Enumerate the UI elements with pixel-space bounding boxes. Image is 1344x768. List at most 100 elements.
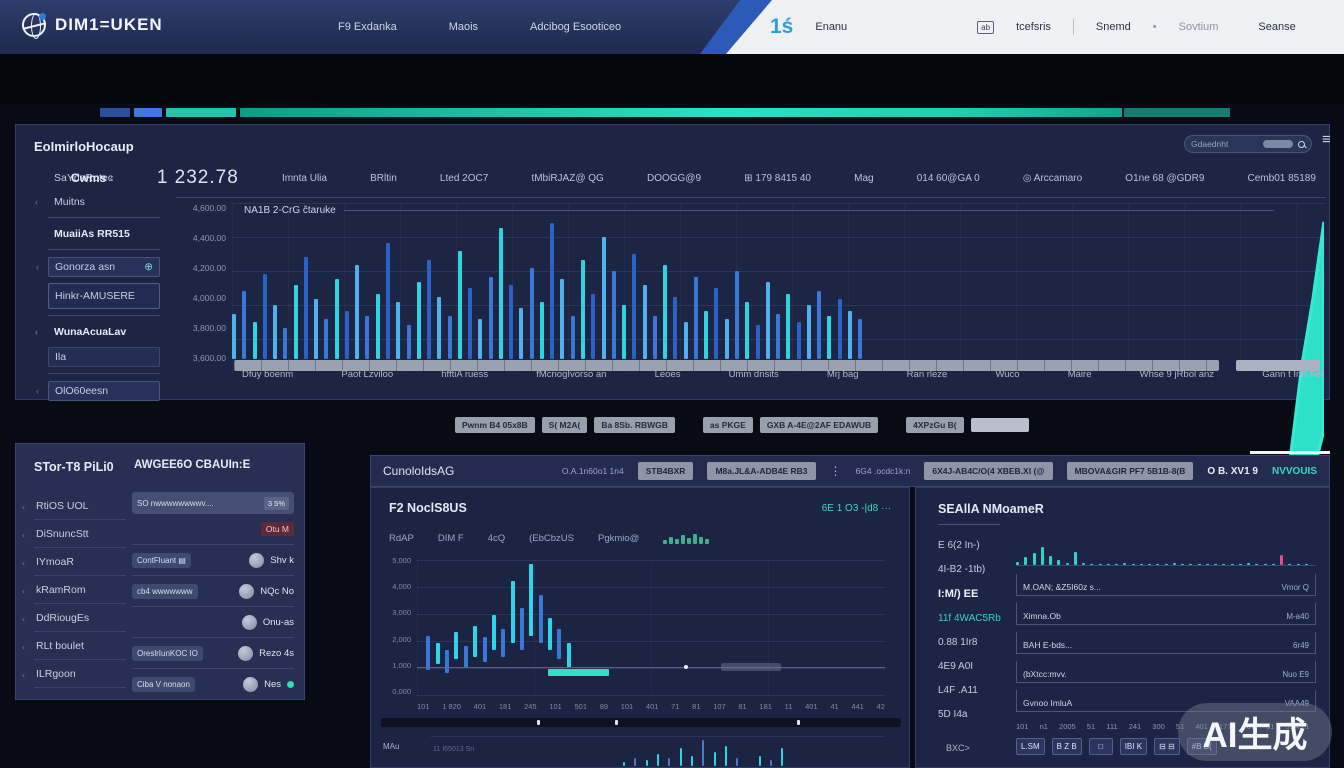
monitor-field[interactable]: Ximna.Ob M-a40: [1016, 603, 1316, 625]
menu-item[interactable]: ‹ILRgoon: [34, 660, 126, 688]
footer-button[interactable]: B Z B: [1052, 738, 1082, 755]
status-badge[interactable]: Pwnm B4 05x8B: [455, 417, 535, 433]
menu-item[interactable]: ‹RLt boulet: [34, 632, 126, 660]
position-row[interactable]: Ciba V nonaon Nes: [132, 669, 294, 700]
menu-icon[interactable]: ≡: [1322, 131, 1331, 148]
x-label[interactable]: Leoes: [655, 369, 681, 380]
band-button-1[interactable]: STB4BXR: [638, 462, 694, 480]
top-nav-link[interactable]: Adcibog Esooticeo: [530, 21, 621, 33]
chart-search-box[interactable]: Gdaednht: [1184, 135, 1312, 153]
legend-item[interactable]: Pgkmio@: [598, 533, 639, 544]
toolbar-item[interactable]: Imnta Ulia: [282, 173, 327, 184]
kebab-icon[interactable]: ⋮: [830, 464, 842, 478]
toolbar-item[interactable]: Mag: [854, 173, 873, 184]
x-label[interactable]: Whse 9 jRbol anz: [1140, 369, 1214, 380]
watch-item-input[interactable]: Ila: [48, 347, 160, 367]
search-slider-knob[interactable]: [1263, 140, 1293, 148]
toolbar-item[interactable]: tMbiRJAZ@ QG: [531, 173, 603, 184]
y-tick: 5,000: [379, 556, 411, 565]
divider: [938, 524, 1000, 525]
monitor-field[interactable]: (bXtcc:mvv. Nuo E9: [1016, 661, 1316, 683]
band-link[interactable]: NVVOUIS: [1272, 466, 1317, 477]
watch-item[interactable]: ‹Gonorza asn⊕: [48, 257, 160, 277]
menu-item[interactable]: ‹DiSnuncStt: [34, 520, 126, 548]
symbol-selector[interactable]: Cwms ‹: [71, 171, 114, 185]
menu-item[interactable]: ‹kRamRom: [34, 576, 126, 604]
status-badge[interactable]: Ba 8Sb. RBWGB: [594, 417, 675, 433]
watch-item[interactable]: ‹Muitns: [48, 193, 160, 211]
footer-button[interactable]: ⊟ ⊟: [1154, 738, 1180, 755]
menu-item[interactable]: ‹DdRiougEs: [34, 604, 126, 632]
positions-search[interactable]: SO nwwwwwwwwv.... 3 5%: [132, 492, 294, 514]
topbar-link-3[interactable]: Seanse: [1258, 21, 1295, 33]
status-badge[interactable]: S( M2A(: [542, 417, 588, 433]
volume-label: MAu: [383, 742, 399, 751]
legend-item[interactable]: (EbCbzUS: [529, 533, 574, 544]
top-nav-link[interactable]: Maois: [449, 21, 478, 33]
monitor-field[interactable]: BAH E-bds... 6r49: [1016, 632, 1316, 654]
toolbar-item[interactable]: BRltin: [370, 173, 397, 184]
progress-bar: [240, 108, 1122, 117]
position-row[interactable]: cb4 wwwwwww NQc No: [132, 576, 294, 607]
footer-button[interactable]: IBI K: [1120, 738, 1147, 755]
search-icon[interactable]: [1298, 141, 1305, 148]
main-chart-plot[interactable]: NA1B 2-CrG čtaruke: [232, 203, 1324, 373]
x-label[interactable]: Maire: [1068, 369, 1092, 380]
topbar-link-1[interactable]: Snemd: [1096, 21, 1131, 33]
watch-item[interactable]: ‹OlO60eesn: [48, 381, 160, 401]
positions-search-button[interactable]: 3 5%: [264, 497, 289, 510]
x-label[interactable]: Dfuy boenm: [242, 369, 293, 380]
positions-panel: STor-T8 PiLi0 AWGEE6O CBAUIn:E ‹RtiOS UO…: [15, 443, 305, 700]
x-label[interactable]: Wuco: [995, 369, 1019, 380]
x-label[interactable]: Mrj bag: [827, 369, 859, 380]
legend-item[interactable]: RdAP: [389, 533, 414, 544]
orders-chart-plot[interactable]: [417, 560, 885, 698]
x-label[interactable]: Umm dnsits: [729, 369, 779, 380]
x-label[interactable]: fMcnogIvorso an: [536, 369, 606, 380]
secondary-brand-label[interactable]: Enanu: [815, 21, 847, 33]
watch-item[interactable]: ‹WunaAcuaLav: [48, 323, 160, 341]
toolbar-item[interactable]: Cemb01 85189: [1248, 173, 1316, 184]
band-badge-2[interactable]: MBOVA&GIR PF7 5B1B-8(B: [1067, 462, 1194, 480]
band-button-2[interactable]: M8a.JL&A-ADB4E RB3: [707, 462, 815, 480]
toolbar-item[interactable]: 014 60@GA 0: [917, 173, 980, 184]
status-badge[interactable]: GXB A-4E@2AF EDAWUB: [760, 417, 878, 433]
watch-item[interactable]: Hinkr-AMUSERE: [48, 283, 160, 309]
plus-icon[interactable]: ⊕: [144, 261, 153, 273]
field-value: BAH E-bds...: [1023, 640, 1072, 650]
topbar-link-2[interactable]: Sovtium: [1179, 21, 1219, 33]
x-tick: 401: [805, 702, 818, 711]
status-badge-empty[interactable]: [971, 418, 1029, 432]
toolbar-item[interactable]: ◎ Arccamaro: [1023, 173, 1082, 184]
x-tick: 42: [877, 702, 885, 711]
watch-item[interactable]: MuaiiAs RR515: [48, 225, 160, 243]
position-row[interactable]: Onu-as: [132, 607, 294, 638]
position-row[interactable]: ContFluant ▤ Shv k: [132, 545, 294, 576]
toolbar-item[interactable]: ⊞ 179 8415 40: [744, 173, 811, 184]
x-label[interactable]: Ran rleze: [907, 369, 948, 380]
x-label[interactable]: hfftiA ruess: [441, 369, 488, 380]
positions-col2-title: AWGEE6O CBAUIn:E: [134, 459, 250, 471]
status-badge[interactable]: 4XPzGu B(: [906, 417, 963, 433]
x-label[interactable]: Gann t Inrt Aer: [1262, 369, 1324, 380]
orders-x-axis: 1011 82040118124510150189101401718110781…: [417, 702, 885, 711]
footer-button[interactable]: □: [1089, 738, 1113, 755]
toolbar-item[interactable]: O1ne 68 @GDR9: [1125, 173, 1204, 184]
position-row[interactable]: OreslrIunKOC IO Rezo 4s: [132, 638, 294, 669]
footer-button[interactable]: L.SM: [1016, 738, 1045, 755]
toolbar-item[interactable]: Lted 2OC7: [440, 173, 488, 184]
menu-item[interactable]: ‹IYmoaR: [34, 548, 126, 576]
legend-item[interactable]: 4cQ: [488, 533, 505, 544]
band-note: O.A.1n60o1 1n4: [562, 466, 624, 476]
status-badge[interactable]: as PKGE: [703, 417, 753, 433]
x-label[interactable]: Paot Lzviloo: [341, 369, 393, 380]
band-badge-1[interactable]: 6X4J-AB4C/O(4 XBEB.XI (@: [924, 462, 1052, 480]
menu-item[interactable]: ‹RtiOS UOL: [34, 492, 126, 520]
top-nav-link[interactable]: F9 Exdanka: [338, 21, 397, 33]
legend-item[interactable]: DIM F: [438, 533, 464, 544]
orders-scrollbar[interactable]: [381, 718, 901, 727]
position-row[interactable]: Otu M: [132, 514, 294, 545]
toolbar-item[interactable]: DOOGG@9: [647, 173, 701, 184]
topbar-link-boxed[interactable]: tcefsris: [1016, 21, 1051, 33]
monitor-field[interactable]: M.OAN; &Z5I60z s... Vmor Q: [1016, 574, 1316, 596]
